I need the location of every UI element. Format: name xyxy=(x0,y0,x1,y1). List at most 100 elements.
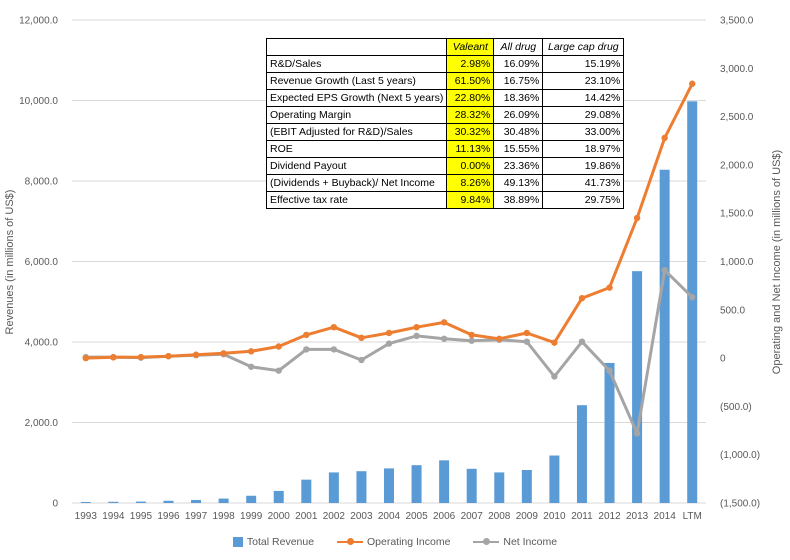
revenue-bar xyxy=(659,169,670,504)
net-income-point xyxy=(440,335,448,342)
y2-tick-label: 3,000.0 xyxy=(720,64,754,75)
y2-tick-label: 1,500.0 xyxy=(720,209,754,220)
y2-tick-label: (1,000.0) xyxy=(720,450,760,461)
operating-income-point xyxy=(523,329,531,337)
x-axis-ticks: 1993 1994 1995 1996 1997 1998 1999 2000 2001 2002… xyxy=(75,511,702,522)
net-income-point xyxy=(413,332,420,340)
x-tick-label: 2009 xyxy=(516,511,539,522)
x-tick-label: 1998 xyxy=(212,511,235,522)
y-tick-label: 8,000.0 xyxy=(25,177,59,188)
table-cell-metric: Operating Margin xyxy=(265,106,448,124)
x-tick-label: 1999 xyxy=(240,511,263,522)
table-row: R&D/Sales 2.98% 16.09% 15.19% xyxy=(265,55,625,73)
table-cell-large-cap: 29.08% xyxy=(542,106,625,124)
operating-income-point xyxy=(468,331,475,339)
table-cell-valeant: 61.50% xyxy=(446,72,495,90)
table-cell-valeant: 28.32% xyxy=(446,106,495,124)
operating-income-point xyxy=(496,335,503,342)
revenue-bar xyxy=(301,479,312,503)
net-income-point xyxy=(689,294,696,301)
table-header-row: Valeant All drug Large cap drug xyxy=(265,38,625,56)
operating-income-point xyxy=(110,354,117,361)
x-tick-label: 1994 xyxy=(102,511,125,522)
legend-label: Operating Income xyxy=(366,536,451,549)
revenue-bar xyxy=(218,498,229,503)
x-tick-label: 1997 xyxy=(185,511,208,522)
x-tick-label: 2013 xyxy=(626,511,649,522)
net-income-point xyxy=(551,373,558,380)
x-tick-label: 2006 xyxy=(433,511,456,522)
net-income-point xyxy=(247,363,255,370)
table-cell-valeant: 8.26% xyxy=(446,174,495,192)
operating-income-point xyxy=(689,80,696,87)
x-tick-label: 2001 xyxy=(295,511,318,522)
revenue-bar xyxy=(246,495,257,503)
operating-income-point xyxy=(633,214,641,222)
revenue-bar xyxy=(108,501,119,503)
revenue-bar xyxy=(411,465,422,503)
operating-income-point xyxy=(578,295,586,302)
legend: Total Revenue Operating Income Net Incom… xyxy=(0,536,790,548)
y-tick-label: 4,000.0 xyxy=(25,338,59,349)
table-cell-metric: R&D/Sales xyxy=(265,55,448,73)
operating-income-point xyxy=(220,350,227,357)
net-income-point xyxy=(633,430,641,437)
table-body: R&D/Sales 2.98% 16.09% 15.19% Revenue Growth… xyxy=(265,55,625,209)
x-tick-label: 2002 xyxy=(323,511,346,522)
table-cell-large-cap: 18.97% xyxy=(542,140,625,158)
revenue-bar xyxy=(576,405,587,503)
x-tick-label: LTM xyxy=(683,511,702,522)
net-income-point xyxy=(661,266,668,274)
revenue-bar xyxy=(466,468,477,503)
table-cell-metric: Dividend Payout xyxy=(265,157,448,175)
x-tick-label: 1995 xyxy=(130,511,153,522)
operating-income-point xyxy=(303,331,310,339)
operating-income-point xyxy=(165,352,172,360)
table-cell-all-drug: 16.75% xyxy=(493,72,544,90)
operating-income-point xyxy=(247,348,255,355)
operating-income-point xyxy=(82,354,89,362)
table-header-all-drug: All drug xyxy=(493,38,544,56)
x-tick-label: 2004 xyxy=(378,511,401,522)
x-tick-label: 2014 xyxy=(654,511,677,522)
table-cell-valeant: 30.32% xyxy=(446,123,495,141)
revenue-bar xyxy=(384,468,394,503)
revenue-bar xyxy=(163,500,174,503)
y2-tick-label: 1,000.0 xyxy=(720,257,754,268)
table-cell-large-cap: 15.19% xyxy=(542,55,625,73)
x-tick-label: 1996 xyxy=(157,511,180,522)
table-header-blank xyxy=(265,38,448,56)
right-axis-ticks: (1,500.0) (1,000.0) (500.0) 0 500.0 1,000.0 1,… xyxy=(720,16,760,510)
table-cell-metric: ROE xyxy=(265,140,448,158)
table-row: ROE 11.13% 15.55% 18.97% xyxy=(265,140,625,158)
table-cell-valeant: 0.00% xyxy=(446,157,495,175)
revenue-bar xyxy=(439,460,450,503)
table-cell-all-drug: 18.36% xyxy=(493,89,544,107)
table-cell-all-drug: 15.55% xyxy=(493,140,544,158)
y2-tick-label: (1,500.0) xyxy=(720,499,760,510)
x-tick-label: 1993 xyxy=(75,511,98,522)
operating-income-point xyxy=(551,339,558,346)
y2-tick-label: 2,000.0 xyxy=(720,160,754,171)
legend-item-net-income: Net Income xyxy=(473,536,557,548)
table-cell-valeant: 2.98% xyxy=(446,55,495,73)
operating-income-point xyxy=(330,323,338,331)
legend-line-swatch xyxy=(473,538,500,546)
revenue-bars xyxy=(80,101,698,504)
revenue-bar xyxy=(521,469,532,503)
net-income-point xyxy=(523,338,531,345)
net-income-point xyxy=(385,340,393,347)
operating-income-point xyxy=(413,323,420,331)
revenue-bar xyxy=(135,501,146,503)
revenue-bar xyxy=(356,471,367,503)
legend-label: Net Income xyxy=(503,536,558,549)
revenue-bar xyxy=(328,472,339,503)
revenue-bar xyxy=(687,101,698,504)
table-cell-large-cap: 19.86% xyxy=(542,157,625,175)
operating-income-point xyxy=(606,284,613,291)
table-cell-metric: (EBIT Adjusted for R&D)/Sales xyxy=(265,123,448,141)
table-cell-all-drug: 23.36% xyxy=(493,157,544,175)
comparison-table: Valeant All drug Large cap drug R&D/Sale… xyxy=(265,38,625,209)
x-tick-label: 2007 xyxy=(461,511,484,522)
